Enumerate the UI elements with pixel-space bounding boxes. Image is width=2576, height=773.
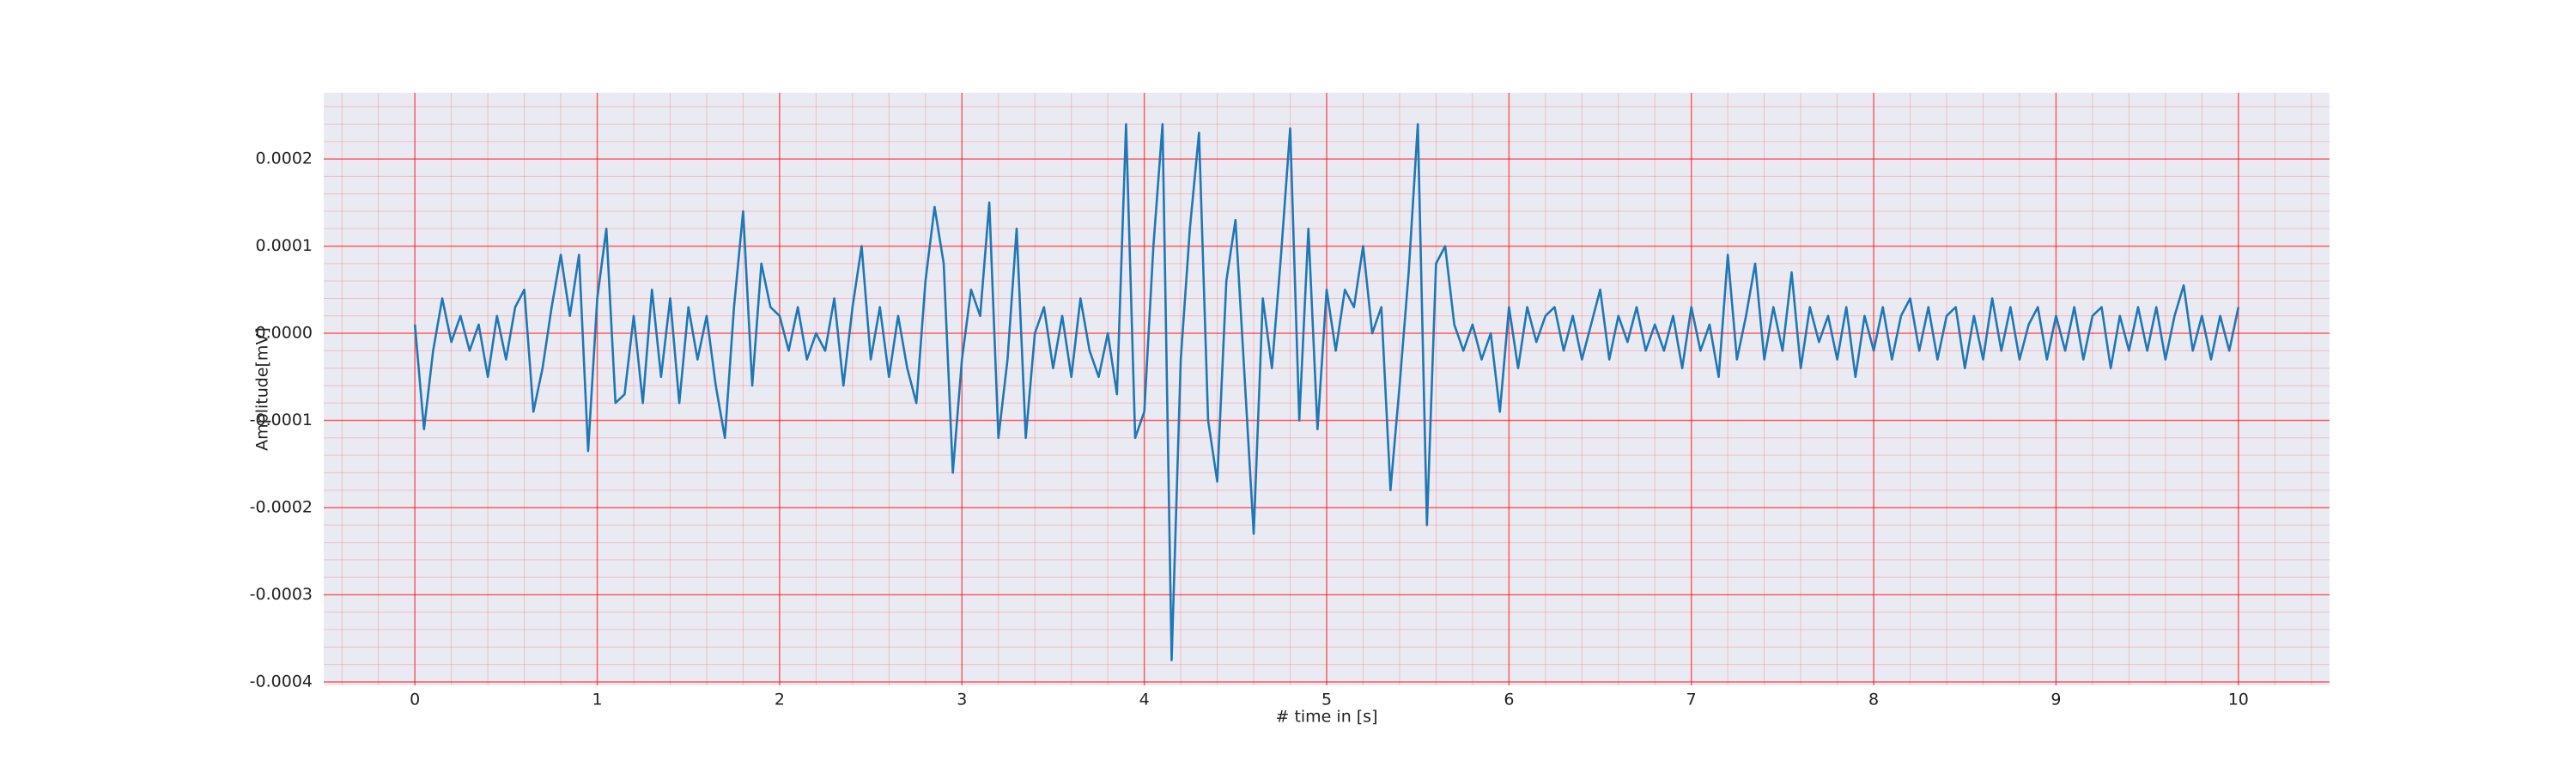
x-tick-label: 0 <box>410 691 420 709</box>
y-axis-label: Amplitude[mV] <box>253 327 272 451</box>
x-tick-label: 7 <box>1686 691 1697 709</box>
marks <box>413 123 2240 661</box>
x-tick-label: 9 <box>2050 691 2061 709</box>
y-tick-label: 0.0000 <box>256 324 313 343</box>
x-tick-label: 5 <box>1321 691 1332 709</box>
y-tick-label: 0.0002 <box>256 149 313 168</box>
x-tick-label: 2 <box>775 691 785 709</box>
x-tick-label: 10 <box>2228 691 2249 709</box>
x-tick-label: 8 <box>1868 691 1879 709</box>
x-tick-label: 4 <box>1139 691 1150 709</box>
y-tick-label: -0.0002 <box>250 498 313 517</box>
y-tick-label: 0.0001 <box>256 236 313 255</box>
signal-line <box>413 123 2240 661</box>
y-tick-label: -0.0003 <box>250 585 313 604</box>
x-tick-label: 6 <box>1504 691 1514 709</box>
y-tick-label: -0.0004 <box>250 672 313 691</box>
x-tick-label: 1 <box>592 691 602 709</box>
x-tick-label: 3 <box>957 691 967 709</box>
x-axis-label: # time in [s] <box>1275 708 1377 727</box>
y-tick-label: -0.0001 <box>250 411 313 429</box>
grid <box>324 93 2330 685</box>
